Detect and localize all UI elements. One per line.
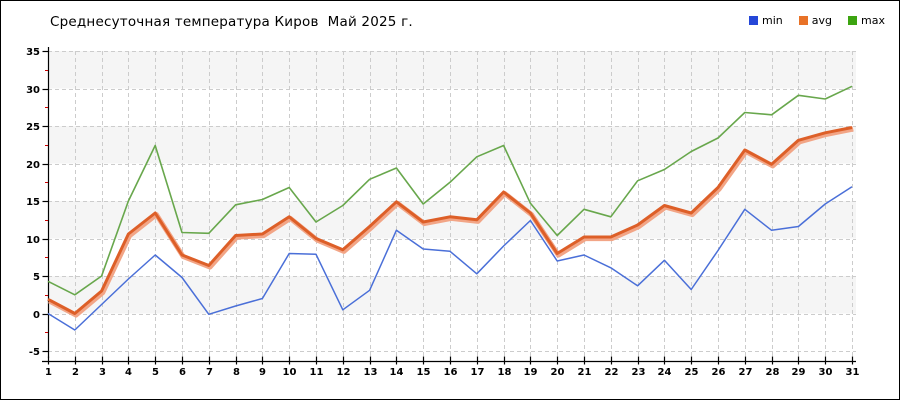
y-tick-label: 25	[26, 122, 40, 133]
legend-swatch-max-icon	[847, 16, 857, 25]
x-tick-label: 27	[739, 367, 753, 378]
legend-swatch-avg-icon	[798, 16, 808, 25]
x-tick-label: 14	[390, 367, 404, 378]
legend: min avg max	[749, 14, 885, 27]
x-tick-label: 7	[206, 367, 213, 378]
x-tick-label: 2	[72, 367, 79, 378]
x-tick-label: 28	[766, 367, 780, 378]
x-tick-label: 8	[233, 367, 240, 378]
x-tick-label: 10	[283, 367, 297, 378]
x-tick-label: 26	[712, 367, 726, 378]
y-tick-label: -5	[29, 347, 40, 358]
series-avg-line	[47, 126, 853, 315]
x-tick-label: 19	[524, 367, 538, 378]
x-tick-label: 12	[337, 367, 351, 378]
x-tick-label: 23	[632, 367, 646, 378]
legend-label-min: min	[762, 14, 783, 27]
x-tick-label: 16	[444, 367, 458, 378]
x-tick-label: 15	[417, 367, 431, 378]
legend-label-max: max	[860, 14, 885, 27]
x-tick-label: 1	[45, 367, 52, 378]
series-min-line	[47, 186, 853, 331]
y-tick-label: 30	[26, 85, 40, 96]
x-tick-label: 3	[99, 367, 106, 378]
x-tick-label: 18	[498, 367, 512, 378]
y-tick-label: 0	[33, 310, 40, 321]
x-tick-label: 25	[685, 367, 699, 378]
legend-item-min: min	[749, 14, 783, 27]
chart-title: Среднесуточная температура Киров Май 202…	[50, 14, 413, 30]
plot-band	[48, 276, 856, 314]
x-tick-label: 22	[605, 367, 619, 378]
x-tick-label: 11	[310, 367, 324, 378]
x-tick-label: 5	[152, 367, 159, 378]
y-axis-minor-ticks	[45, 70, 48, 333]
y-tick-label: 35	[26, 47, 40, 58]
y-axis-ticks: -5 0 5 10 15 20 25 30 35	[26, 47, 49, 358]
series-max-line	[47, 85, 853, 296]
x-tick-label: 20	[551, 367, 565, 378]
x-tick-label: 4	[125, 367, 132, 378]
legend-item-max: max	[847, 14, 885, 27]
plot-band	[48, 126, 856, 164]
y-tick-label: 15	[26, 197, 40, 208]
y-tick-label: 5	[33, 272, 40, 283]
x-tick-label: 21	[578, 367, 592, 378]
vertical-gridlines	[75, 51, 853, 357]
y-tick-label: 20	[26, 160, 40, 171]
x-tick-label: 17	[471, 367, 485, 378]
x-tick-label: 31	[846, 367, 860, 378]
legend-label-avg: avg	[811, 14, 832, 27]
x-tick-label: 13	[364, 367, 378, 378]
plot-bands	[48, 51, 856, 314]
plot-band	[48, 51, 856, 89]
legend-swatch-min-icon	[749, 16, 758, 25]
axes	[42, 47, 856, 363]
x-tick-label: 29	[792, 367, 806, 378]
y-tick-label: 10	[26, 235, 40, 246]
x-tick-label: 9	[259, 367, 266, 378]
legend-item-avg: avg	[798, 14, 832, 27]
x-axis-ticks: 1 2 3 4 5 6 7 8 9 10 11 12 13 14 15 16 17 18 19 20 21 22 23 24 2…	[45, 356, 860, 378]
x-tick-label: 6	[179, 367, 186, 378]
x-tick-label: 24	[658, 367, 672, 378]
x-tick-label: 30	[819, 367, 833, 378]
horizontal-gridlines	[48, 51, 856, 352]
